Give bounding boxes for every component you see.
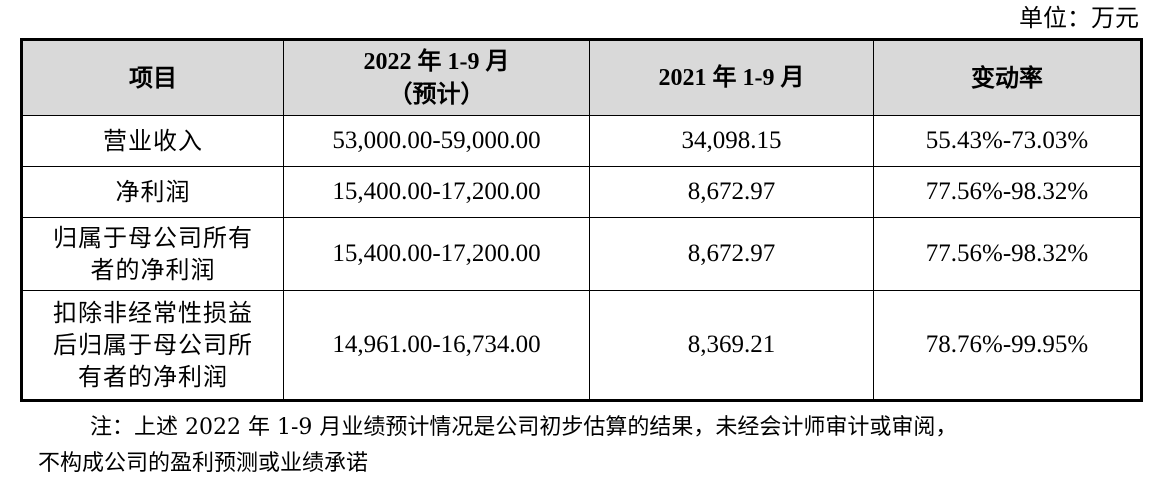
- table-row: 净利润 15,400.00-17,200.00 8,672.97 77.56%-…: [21, 166, 1142, 218]
- table-row: 营业收入 53,000.00-59,000.00 34,098.15 55.43…: [21, 115, 1142, 167]
- header-2022-sublabel: （预计）: [388, 79, 485, 108]
- row-item-line: 有者的净利润: [78, 363, 228, 391]
- row-item: 归属于母公司所有 者的净利润: [21, 217, 284, 291]
- row-value-2021: 8,672.97: [589, 217, 874, 291]
- row-item-line: 后归属于母公司所: [53, 331, 253, 359]
- row-value-2022: 14,961.00-16,734.00: [283, 290, 590, 401]
- performance-forecast-table: 项目 2022 年 1-9 月 （预计） 2021 年 1-9 月 变动率 营业…: [20, 38, 1143, 402]
- table-header-row: 项目 2022 年 1-9 月 （预计） 2021 年 1-9 月 变动率: [21, 39, 1142, 116]
- row-value-2022: 15,400.00-17,200.00: [283, 217, 590, 291]
- footnote: 注：上述 2022 年 1-9 月业绩预计情况是公司初步估算的结果，未经会计师审…: [20, 410, 1140, 482]
- table-row: 扣除非经常性损益 后归属于母公司所 有者的净利润 14,961.00-16,73…: [21, 290, 1142, 401]
- row-item-line: 净利润: [115, 178, 191, 206]
- row-item: 营业收入: [21, 115, 284, 167]
- row-item-line: 扣除非经常性损益: [53, 299, 253, 327]
- header-change: 变动率: [873, 39, 1142, 116]
- header-2022-label: 2022 年 1-9 月: [363, 49, 510, 75]
- row-value-2022: 53,000.00-59,000.00: [283, 115, 590, 167]
- table-row: 归属于母公司所有 者的净利润 15,400.00-17,200.00 8,672…: [21, 217, 1142, 291]
- header-2021-label: 2021 年 1-9 月: [658, 65, 805, 91]
- header-2022: 2022 年 1-9 月 （预计）: [283, 39, 590, 116]
- row-change: 55.43%-73.03%: [873, 115, 1142, 167]
- row-value-2021: 8,369.21: [589, 290, 874, 401]
- row-item: 扣除非经常性损益 后归属于母公司所 有者的净利润: [21, 290, 284, 401]
- row-item-line: 归属于母公司所有: [53, 224, 253, 252]
- row-value-2022: 15,400.00-17,200.00: [283, 166, 590, 218]
- row-value-2021: 8,672.97: [589, 166, 874, 218]
- header-item-label: 项目: [129, 63, 177, 92]
- row-change: 77.56%-98.32%: [873, 217, 1142, 291]
- row-value-2021: 34,098.15: [589, 115, 874, 167]
- row-item-line: 者的净利润: [90, 256, 216, 284]
- header-2021: 2021 年 1-9 月: [589, 39, 874, 116]
- header-change-label: 变动率: [971, 63, 1043, 92]
- footnote-line-1: 注：上述 2022 年 1-9 月业绩预计情况是公司初步估算的结果，未经会计师审…: [90, 415, 958, 440]
- row-change: 78.76%-99.95%: [873, 290, 1142, 401]
- row-item-line: 营业收入: [103, 127, 203, 155]
- row-item: 净利润: [21, 166, 284, 218]
- header-item: 项目: [21, 39, 284, 116]
- footnote-line-2: 不构成公司的盈利预测或业绩承诺: [38, 451, 369, 476]
- row-change: 77.56%-98.32%: [873, 166, 1142, 218]
- unit-label: 单位：万元: [1019, 4, 1139, 32]
